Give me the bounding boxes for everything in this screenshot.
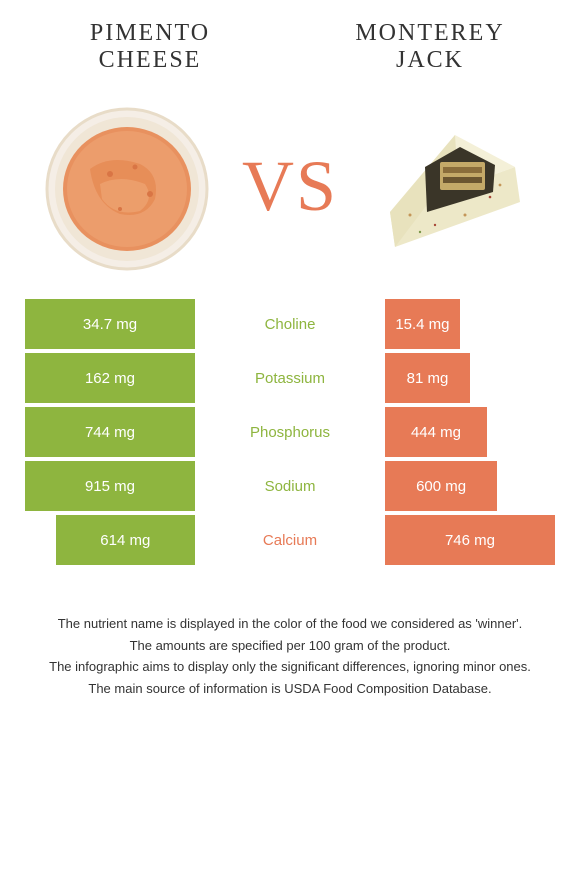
footer-line-2: The amounts are specified per 100 gram o… [25, 636, 555, 656]
header: Pimento cheese Monterey Jack [0, 0, 580, 84]
left-value-cell: 915 mg [25, 461, 195, 511]
right-food-title: Monterey Jack [330, 20, 530, 74]
left-food-title: Pimento cheese [50, 20, 250, 74]
footer-notes: The nutrient name is displayed in the co… [0, 569, 580, 720]
right-value-cell: 444 mg [385, 407, 487, 457]
left-value-cell: 614 mg [56, 515, 195, 565]
left-food-image [40, 99, 215, 274]
nutrient-name-cell: Choline [195, 299, 385, 349]
right-value-cell: 600 mg [385, 461, 497, 511]
right-value-cell: 81 mg [385, 353, 470, 403]
table-row: 744 mgPhosphorus444 mg [25, 407, 555, 457]
table-row: 915 mgSodium600 mg [25, 461, 555, 511]
left-value-cell: 744 mg [25, 407, 195, 457]
nutrient-name-cell: Phosphorus [195, 407, 385, 457]
left-value-cell: 162 mg [25, 353, 195, 403]
right-value-cell: 15.4 mg [385, 299, 460, 349]
nutrient-name-cell: Sodium [195, 461, 385, 511]
nutrient-table: 34.7 mgCholine15.4 mg162 mgPotassium81 m… [0, 299, 580, 565]
table-row: 162 mgPotassium81 mg [25, 353, 555, 403]
nutrient-name-cell: Calcium [195, 515, 385, 565]
footer-line-3: The infographic aims to display only the… [25, 657, 555, 677]
right-food-image [365, 99, 540, 274]
images-row: VS [0, 84, 580, 299]
vs-label: VS [242, 145, 338, 228]
right-value-cell: 746 mg [385, 515, 555, 565]
table-row: 34.7 mgCholine15.4 mg [25, 299, 555, 349]
left-value-cell: 34.7 mg [25, 299, 195, 349]
nutrient-name-cell: Potassium [195, 353, 385, 403]
footer-line-1: The nutrient name is displayed in the co… [25, 614, 555, 634]
table-row: 614 mgCalcium746 mg [25, 515, 555, 565]
footer-line-4: The main source of information is USDA F… [25, 679, 555, 699]
